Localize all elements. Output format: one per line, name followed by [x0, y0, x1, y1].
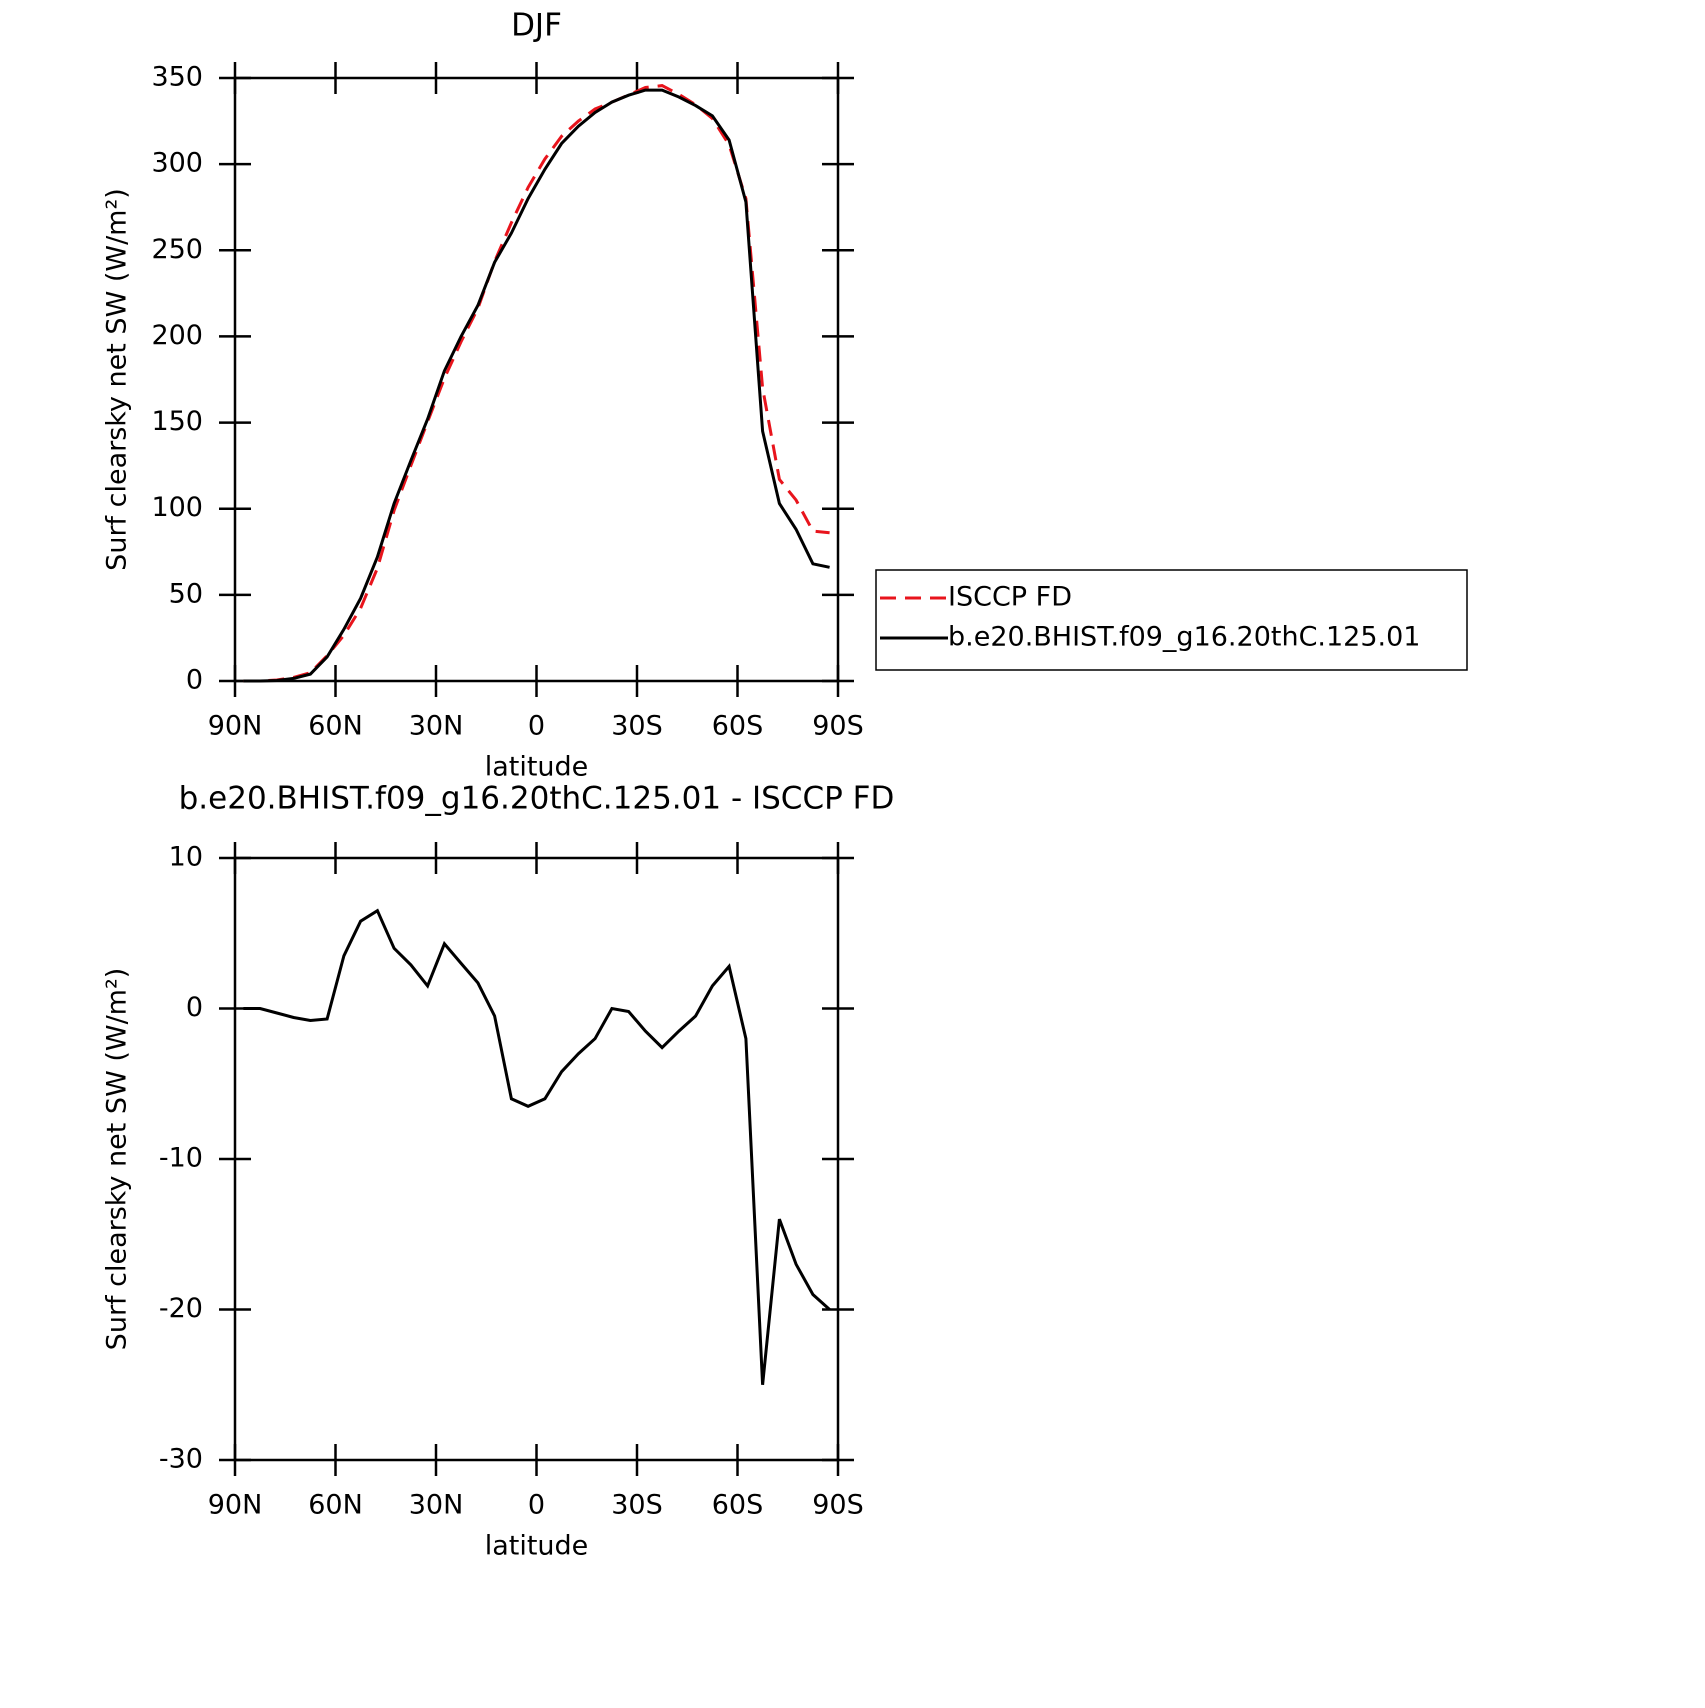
- x-tick-label: 60S: [712, 711, 764, 742]
- y-tick-label: 150: [151, 406, 203, 437]
- x-tick-label: 90S: [812, 711, 864, 742]
- x-tick-label: 30N: [409, 711, 464, 742]
- y-tick-label: 50: [169, 578, 203, 609]
- chart-title: b.e20.BHIST.f09_g16.20thC.125.01 - ISCCP…: [179, 781, 895, 817]
- legend-label: ISCCP FD: [948, 582, 1072, 613]
- y-tick-label: -20: [159, 1293, 203, 1324]
- x-axis-label: latitude: [485, 752, 589, 783]
- x-tick-label: 90N: [208, 711, 263, 742]
- legend-label: b.e20.BHIST.f09_g16.20thC.125.01: [948, 622, 1420, 653]
- x-tick-label: 60N: [308, 711, 363, 742]
- plot-frame: [233, 76, 840, 683]
- x-tick-label: 30S: [611, 1490, 663, 1521]
- x-tick-label: 90N: [208, 1490, 263, 1521]
- plot-frame: [233, 856, 840, 1462]
- y-axis-label: Surf clearsky net SW (W/m²): [102, 968, 133, 1351]
- y-tick-label: 300: [151, 148, 203, 179]
- series-line: [243, 84, 830, 683]
- y-tick-label: 350: [151, 62, 203, 93]
- y-axis-label: Surf clearsky net SW (W/m²): [102, 188, 133, 571]
- y-tick-label: 0: [186, 992, 203, 1023]
- x-tick-label: 60S: [712, 1490, 764, 1521]
- series-line: [243, 908, 831, 1385]
- y-tick-label: 0: [186, 665, 203, 696]
- x-tick-label: 0: [528, 711, 545, 742]
- y-tick-label: 10: [169, 842, 203, 873]
- y-tick-label: 100: [151, 492, 203, 523]
- x-tick-label: 60N: [308, 1490, 363, 1521]
- chart-title: DJF: [511, 8, 562, 44]
- series-line: [243, 88, 830, 683]
- legend-box: [875, 569, 1468, 671]
- y-tick-label: 200: [151, 320, 203, 351]
- y-tick-label: 250: [151, 234, 203, 265]
- x-tick-label: 30S: [611, 711, 663, 742]
- x-tick-label: 30N: [409, 1490, 464, 1521]
- x-tick-label: 90S: [812, 1490, 864, 1521]
- y-tick-label: -10: [159, 1143, 203, 1174]
- x-axis-label: latitude: [485, 1531, 589, 1562]
- y-tick-label: -30: [159, 1444, 203, 1475]
- x-tick-label: 0: [528, 1490, 545, 1521]
